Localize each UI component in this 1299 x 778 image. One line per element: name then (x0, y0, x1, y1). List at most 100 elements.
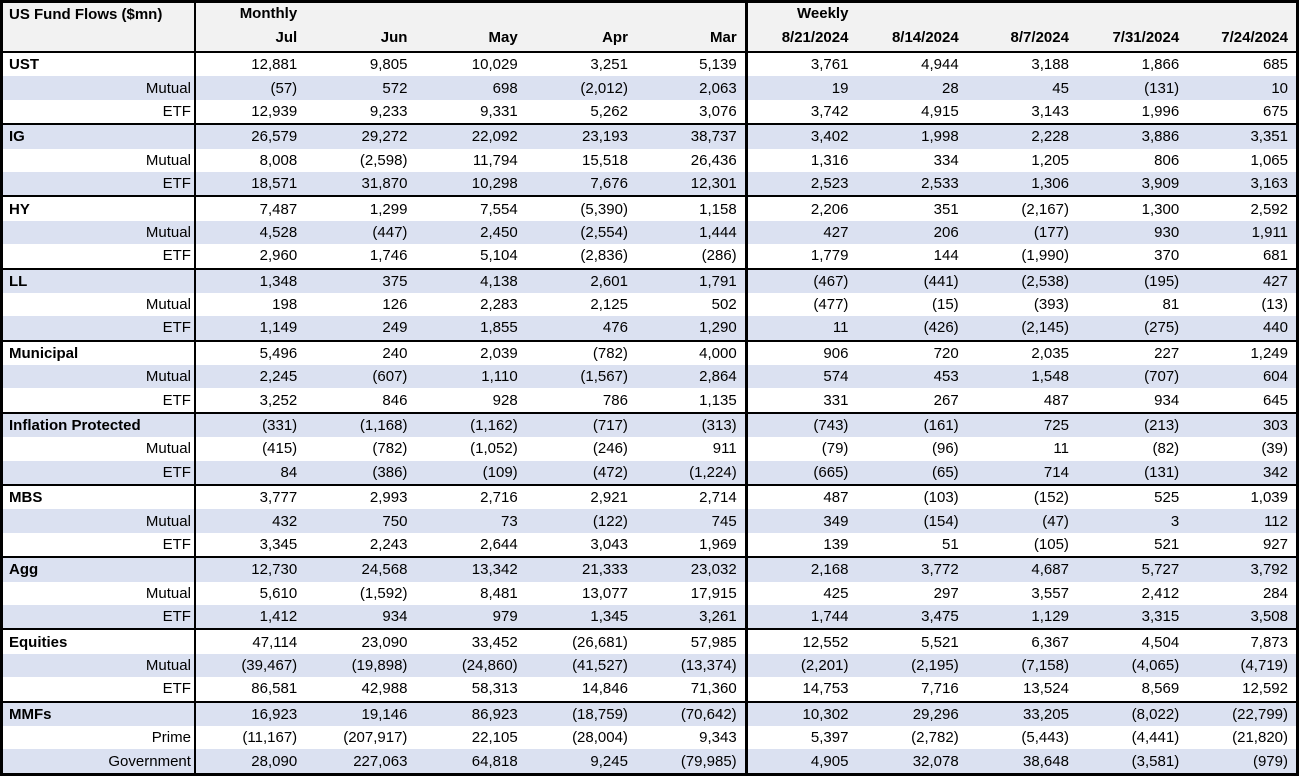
cell: (1,224) (635, 460, 748, 487)
cell: (447) (305, 220, 416, 245)
header-spacer (305, 1, 416, 24)
cell: 846 (305, 388, 416, 414)
cell: 38,648 (966, 749, 1077, 776)
cell: (2,167) (1021, 200, 1069, 218)
cell: 331 (746, 388, 857, 414)
cell: (122) (525, 509, 636, 533)
column-header-may: May (415, 24, 526, 52)
table-row: ETF 2,960 1,746 5,104 (2,836) (286) 1,779 144 (1… (1, 244, 1298, 270)
cell: (213) (1076, 412, 1188, 438)
cell: 725 (966, 412, 1077, 438)
cell: 51 (856, 532, 967, 559)
category-label: Equities (1, 629, 196, 654)
cell: (393) (1033, 296, 1069, 314)
cell: 1,348 (194, 268, 306, 293)
cell: (782) (372, 440, 408, 458)
cell: 23,193 (525, 124, 636, 149)
cell: 8,008 (259, 151, 298, 169)
cell: 521 (1076, 532, 1188, 559)
cell: 9,343 (635, 725, 748, 750)
row-label: Mutual (1, 76, 196, 100)
cell: 15,518 (582, 151, 628, 169)
cell: 4,504 (1141, 633, 1180, 651)
cell: (19,898) (305, 653, 416, 678)
cell: (979) (1187, 749, 1298, 776)
cell: 5,104 (415, 244, 526, 270)
cell: 3,557 (1031, 584, 1069, 602)
cell: (177) (966, 220, 1077, 245)
cell: 14,753 (746, 677, 857, 703)
cell: 12,881 (251, 56, 298, 74)
cell: (39,467) (194, 653, 306, 678)
cell: (331) (194, 412, 306, 438)
table-row: LL 1,348 375 4,138 2,601 1,791 (467) (441) (2,53… (1, 268, 1298, 293)
cell: 38,737 (635, 124, 748, 149)
cell: 3,188 (1031, 56, 1069, 74)
table-row: Mutual 4,528 (447) 2,450 (2,554) 1,444 427 206(… (1, 220, 1298, 245)
cell: 3,508 (1187, 604, 1298, 631)
cell: 4,000 (635, 340, 748, 366)
cell: 12,552 (802, 633, 849, 651)
row-label: ETF (1, 316, 196, 342)
cell: 427 (746, 220, 857, 245)
cell: 303 (1187, 412, 1298, 438)
header-spacer (525, 1, 636, 24)
table-row: UST 12,881 9,805 10,029 3,251 5,139 3,761 4,944… (1, 52, 1298, 77)
cell: (1,592) (359, 584, 408, 602)
table-row: Inflation Protected (331) (1,168) (1,162) (7… (1, 412, 1298, 438)
table-row: Mutual (415) (782) (1,052) (246) 911 (79) (96) 1… (1, 437, 1298, 461)
cell: 11,794 (472, 151, 518, 169)
cell: 5,262 (525, 99, 636, 126)
cell: 806 (1154, 151, 1180, 169)
cell: 139 (746, 532, 857, 559)
cell: 3,143 (966, 99, 1077, 126)
cell: 675 (1187, 99, 1298, 126)
cell: (105) (966, 532, 1077, 559)
cell: 1,129 (966, 604, 1077, 631)
cell: 28,090 (194, 749, 306, 776)
table-row: HY 7,487 1,299 7,554 (5,390) 1,158 2,206 351 (2,… (1, 196, 1298, 221)
cell: (707) (1076, 365, 1188, 389)
cell: 10,029 (471, 56, 518, 74)
table-row: ETF 18,571 31,870 10,298 7,676 12,301 2,523 2,5… (1, 171, 1298, 198)
cell: 432 (194, 509, 306, 533)
cell: 2,206 (810, 200, 849, 218)
cell: 12,939 (194, 99, 306, 126)
cell: 1,791 (635, 268, 748, 293)
cell: 144 (856, 244, 967, 270)
cell: 14,846 (525, 677, 636, 703)
cell: 2,921 (590, 489, 628, 507)
cell: (2,201) (746, 653, 857, 678)
table-row: MMFs 16,923 19,146 86,923 (18,759) (70,642) 10… (1, 701, 1298, 726)
cell: 3,742 (746, 99, 857, 126)
table-row: Mutual 432 750 73 (122) 745 349 (154) (47) 3 112 (1, 509, 1298, 533)
row-label: ETF (1, 244, 196, 270)
cell: 7,554 (480, 200, 518, 218)
weekly-group-label: Weekly (746, 1, 857, 24)
cell: 342 (1187, 460, 1298, 487)
cell: 370 (1076, 244, 1188, 270)
row-label: Mutual (1, 365, 196, 389)
cell: (13,374) (635, 653, 748, 678)
cell: 645 (1187, 388, 1298, 414)
group-header-row: US Fund Flows ($mn) Monthly Weekly (1, 1, 1298, 52)
cell: (15) (932, 296, 959, 314)
cell: 487 (966, 388, 1077, 414)
category-label: HY (1, 196, 196, 221)
table-row: ETF 84 (386) (109) (472) (1,224) (665) (65) 714(… (1, 460, 1298, 487)
cell: 1,911 (1187, 220, 1298, 245)
cell: 86,581 (194, 677, 306, 703)
cell: (717) (525, 412, 636, 438)
cell: 6,367 (1031, 633, 1069, 651)
cell: (7,158) (966, 653, 1077, 678)
cell: 3,043 (525, 532, 636, 559)
cell: 5,139 (635, 52, 748, 77)
cell: 2,644 (415, 532, 526, 559)
cell: 604 (1187, 365, 1298, 389)
cell: (1,567) (525, 365, 636, 389)
cell: (2,145) (966, 316, 1077, 342)
cell: (4,065) (1076, 653, 1188, 678)
cell: (22,799) (1187, 701, 1298, 726)
cell: 927 (1187, 532, 1298, 559)
